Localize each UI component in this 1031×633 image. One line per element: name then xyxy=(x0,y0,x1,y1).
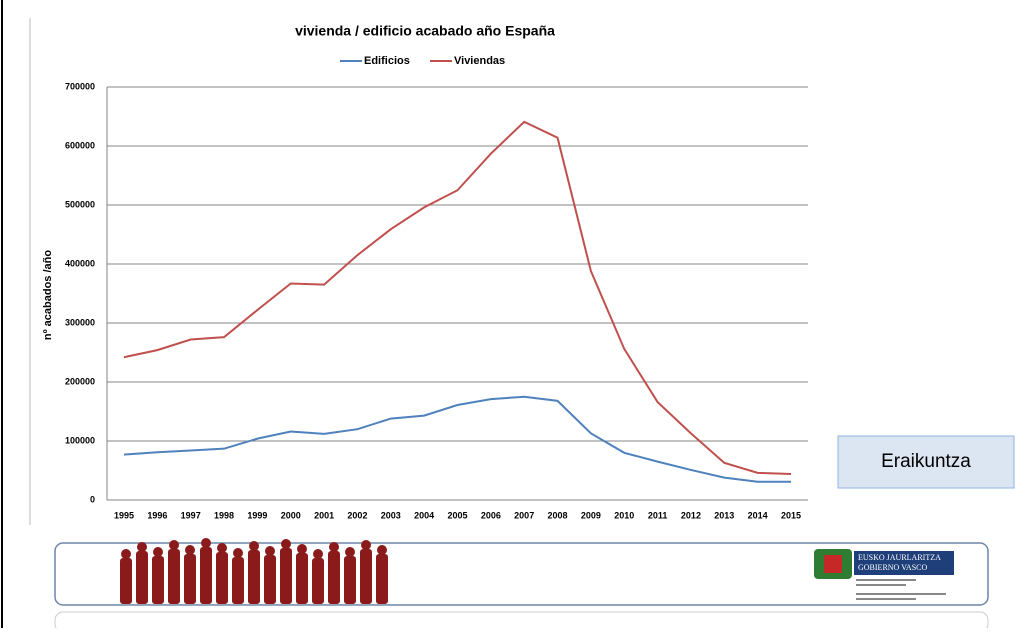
logo-fineprint xyxy=(856,593,946,595)
y-tick-label: 400000 xyxy=(65,258,95,268)
x-tick-label: 2006 xyxy=(481,510,501,520)
x-tick-label: 1998 xyxy=(214,510,234,520)
person-head xyxy=(345,547,355,557)
x-tick-label: 2002 xyxy=(347,510,367,520)
person-head xyxy=(121,549,131,559)
person-head xyxy=(153,547,163,557)
person-head xyxy=(249,541,259,551)
y-tick-label: 700000 xyxy=(65,81,95,91)
person-body xyxy=(200,547,212,604)
y-tick-label: 300000 xyxy=(65,317,95,327)
person-body xyxy=(136,551,148,604)
person-body xyxy=(280,548,292,604)
y-tick-label: 500000 xyxy=(65,199,95,209)
legend-label: Viviendas xyxy=(454,55,505,67)
person-body xyxy=(376,554,388,604)
person-body xyxy=(120,558,132,604)
x-tick-label: 1996 xyxy=(147,510,167,520)
logo-emblem-center xyxy=(824,555,842,573)
y-tick-label: 200000 xyxy=(65,376,95,386)
x-tick-label: 1999 xyxy=(247,510,267,520)
x-tick-label: 2012 xyxy=(681,510,701,520)
person-head xyxy=(233,548,243,558)
person-body xyxy=(264,555,276,604)
y-tick-label: 0 xyxy=(90,494,95,504)
page: {"chart_data": {"type": "line", "title":… xyxy=(0,0,1031,628)
label-box-text: Eraikuntza xyxy=(881,451,971,472)
person-head xyxy=(217,543,227,553)
person-body xyxy=(152,556,164,604)
x-tick-label: 2001 xyxy=(314,510,334,520)
logo-fineprint xyxy=(856,579,916,581)
person-head xyxy=(297,544,307,554)
x-tick-label: 2007 xyxy=(514,510,534,520)
person-head xyxy=(169,540,179,550)
x-tick-label: 2004 xyxy=(414,510,434,520)
person-head xyxy=(281,539,291,549)
person-body xyxy=(296,553,308,604)
x-tick-label: 1997 xyxy=(181,510,201,520)
logo-fineprint xyxy=(856,584,906,586)
logo-fineprint xyxy=(856,598,916,600)
person-body xyxy=(312,558,324,604)
x-tick-label: 2014 xyxy=(748,510,768,520)
x-tick-label: 2011 xyxy=(648,510,668,520)
person-body xyxy=(168,549,180,604)
x-tick-label: 2008 xyxy=(548,510,568,520)
series-line xyxy=(124,397,791,482)
person-body xyxy=(328,551,340,604)
footer-strip xyxy=(55,612,988,628)
person-head xyxy=(265,546,275,556)
chart-title: vivienda / edificio acabado año España xyxy=(295,23,555,39)
slide: vivienda / edificio acabado año España n… xyxy=(0,0,1031,628)
person-body xyxy=(184,554,196,604)
person-head xyxy=(377,545,387,555)
x-tick-label: 1995 xyxy=(114,510,134,520)
x-tick-label: 2015 xyxy=(781,510,801,520)
logo-line: GOBIERNO VASCO xyxy=(858,563,927,572)
person-head xyxy=(361,540,371,550)
x-tick-label: 2000 xyxy=(281,510,301,520)
y-tick-label: 600000 xyxy=(65,140,95,150)
logo-line: EUSKO JAURLARITZA xyxy=(858,553,941,562)
person-head xyxy=(201,538,211,548)
x-tick-label: 2005 xyxy=(447,510,467,520)
series-line xyxy=(124,122,791,474)
x-tick-label: 2010 xyxy=(614,510,634,520)
y-axis-label: nº acabados /año xyxy=(42,250,54,340)
x-tick-label: 2013 xyxy=(714,510,734,520)
person-body xyxy=(360,549,372,604)
person-body xyxy=(248,550,260,604)
y-tick-label: 100000 xyxy=(65,435,95,445)
x-tick-label: 2003 xyxy=(381,510,401,520)
person-head xyxy=(137,542,147,552)
person-head xyxy=(329,542,339,552)
person-head xyxy=(313,549,323,559)
x-tick-label: 2009 xyxy=(581,510,601,520)
legend-label: Edificios xyxy=(364,55,410,67)
silhouettes xyxy=(120,538,388,604)
person-body xyxy=(344,556,356,604)
person-body xyxy=(232,557,244,604)
person-head xyxy=(185,545,195,555)
person-body xyxy=(216,552,228,604)
